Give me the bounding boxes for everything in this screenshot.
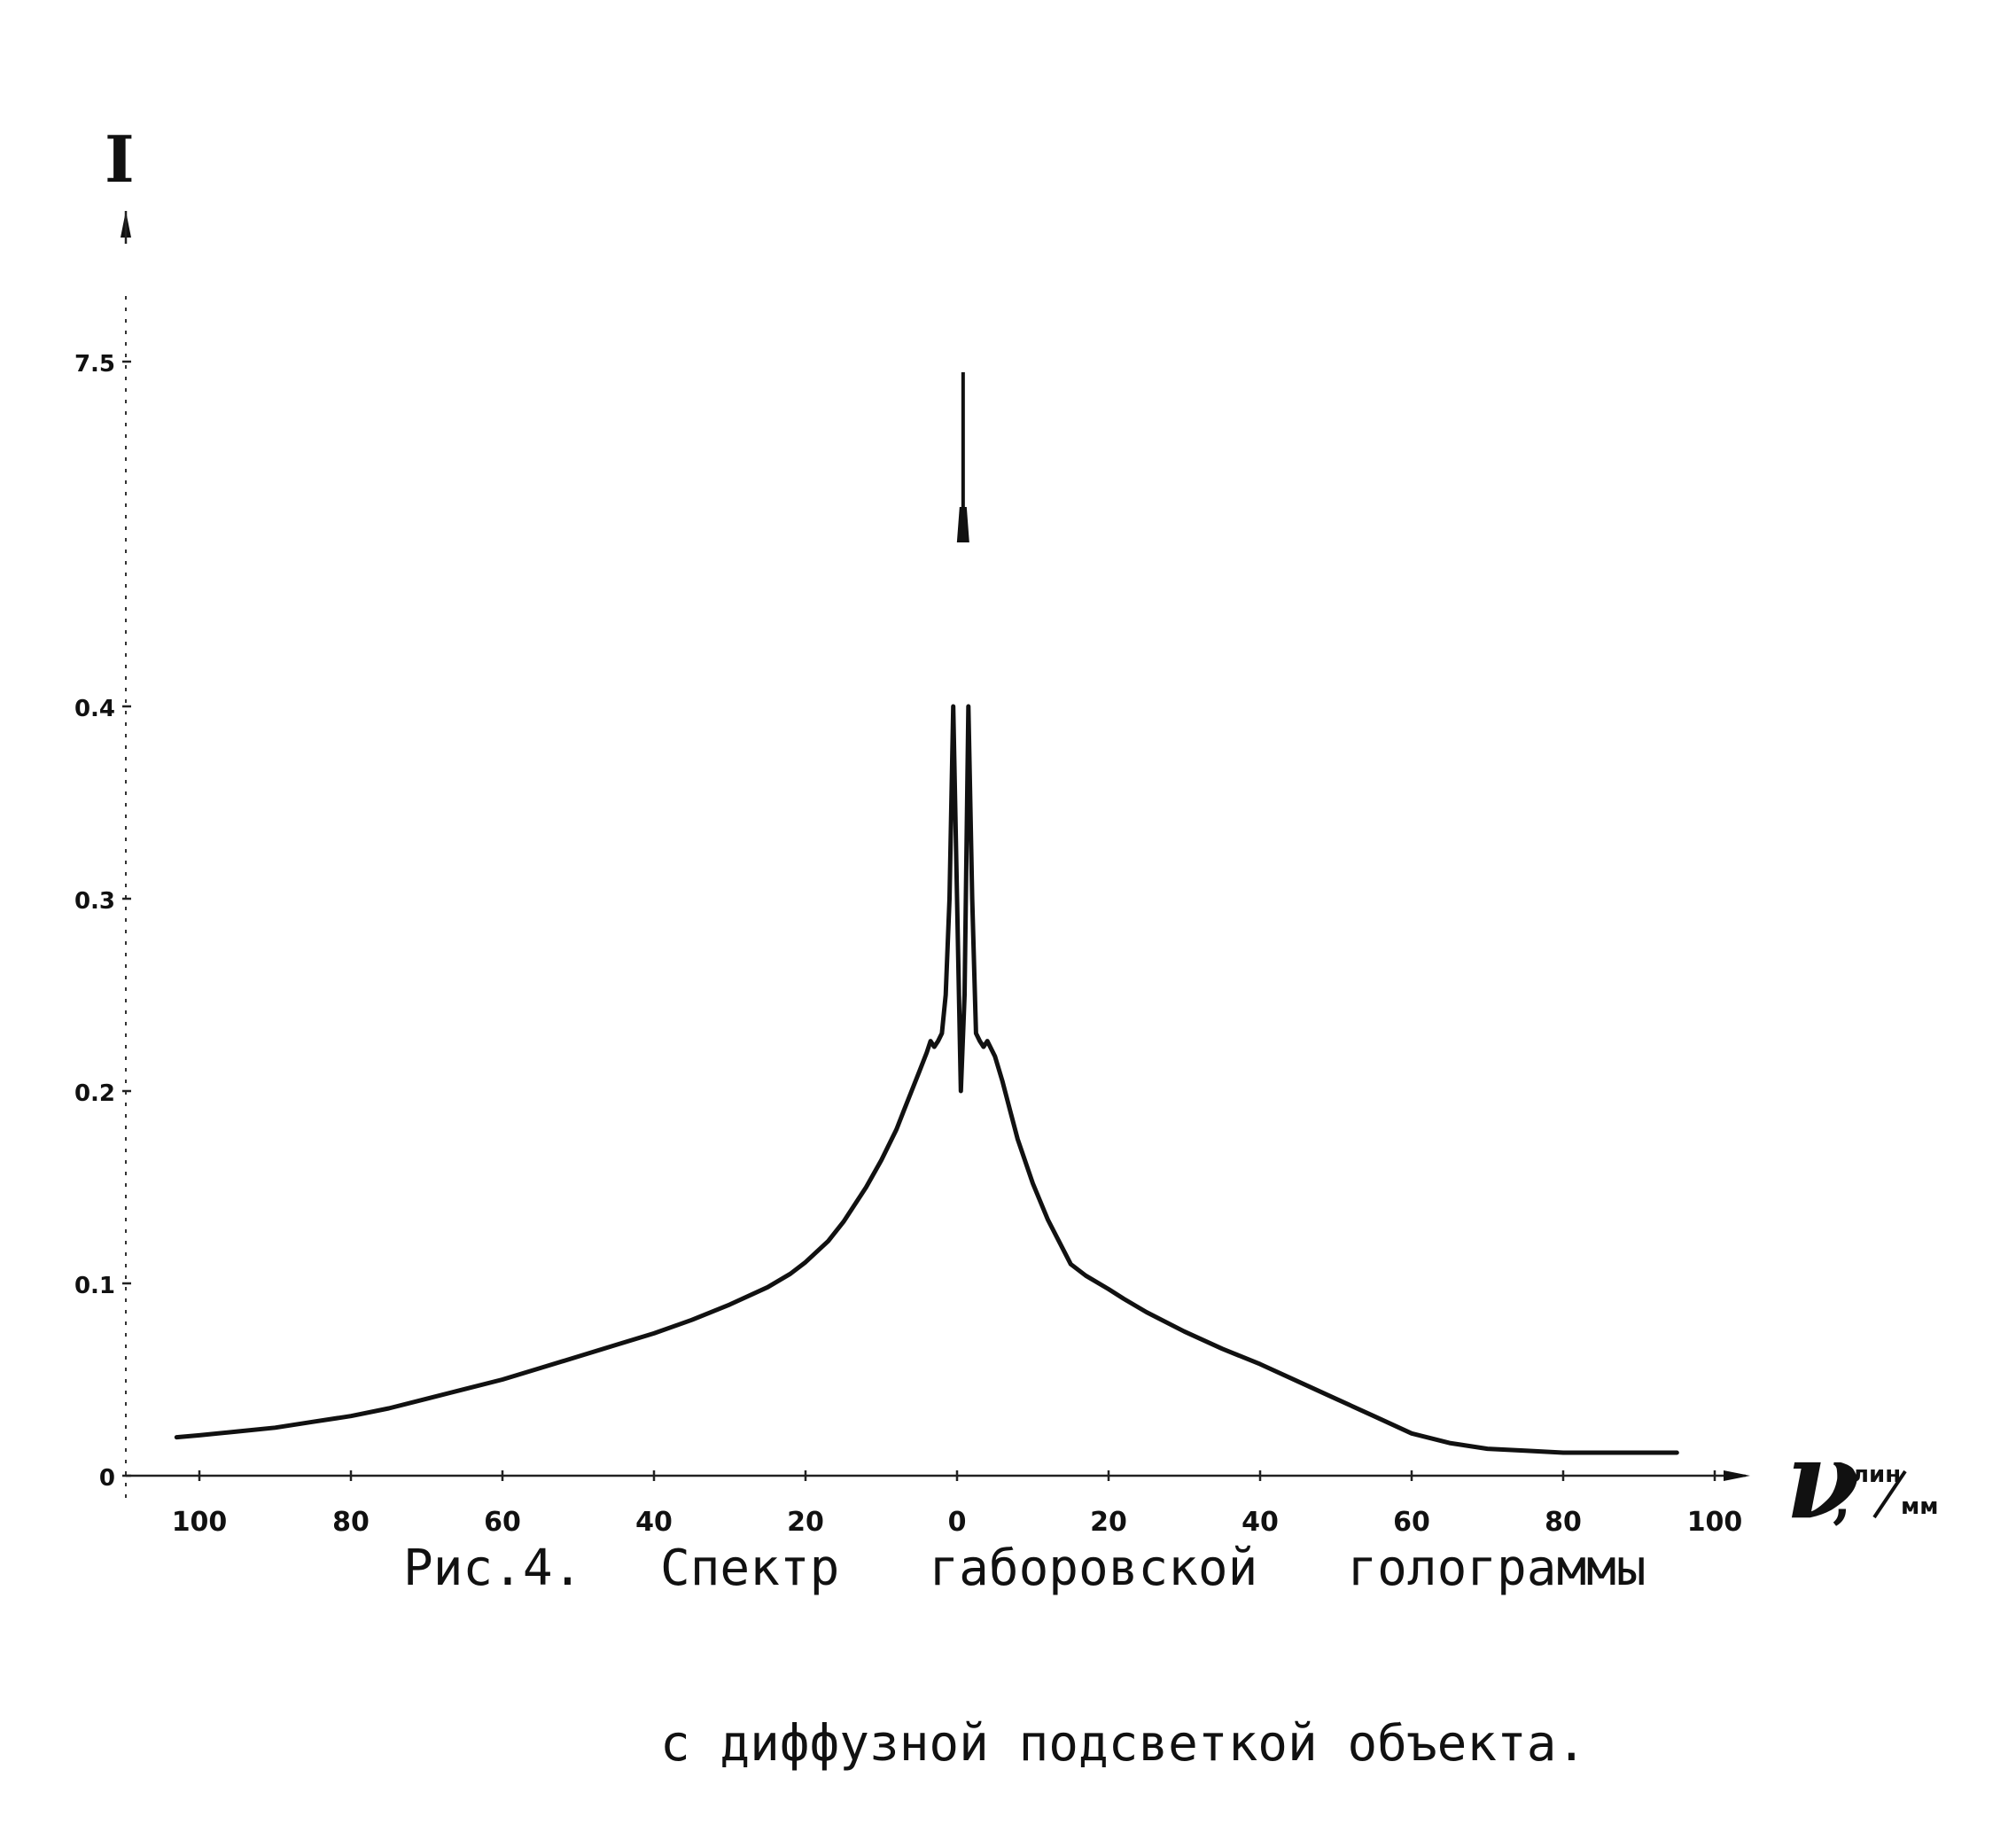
spectrum-curve <box>174 704 1679 1455</box>
x-tick-label: 60 <box>484 1507 521 1538</box>
x-axis-unit-denominator: мм <box>1901 1493 1939 1520</box>
x-axis-symbol: ν <box>1786 1418 1859 1543</box>
figure-caption: Рис.4. Спектр габоровской голограммы с ди… <box>403 1423 1732 1832</box>
x-tick-label: 100 <box>172 1507 228 1538</box>
y-tick-label: 0 <box>99 1465 115 1492</box>
y-tick-label: 7.5 <box>74 351 115 378</box>
x-tick-label: 80 <box>1545 1507 1582 1538</box>
x-tick-label: 20 <box>787 1507 824 1538</box>
x-axis-unit-numerator: лин <box>1852 1462 1901 1488</box>
y-tick-label: 0.4 <box>74 696 115 722</box>
central-peak-base <box>956 507 969 542</box>
x-axis-arrow <box>1724 1470 1750 1481</box>
y-axis-title: I <box>105 121 135 197</box>
x-tick-label: 40 <box>635 1507 673 1538</box>
y-axis: 0 0.1 0.2 0.3 0.4 7.5 <box>74 211 131 1498</box>
x-axis-unit-slash <box>1872 1469 1907 1519</box>
x-tick-label: 0 <box>948 1507 967 1538</box>
x-tick-label: 40 <box>1242 1507 1279 1538</box>
y-tick-label: 0.3 <box>74 888 115 915</box>
x-tick-label: 80 <box>332 1507 370 1538</box>
y-tick-label: 0.1 <box>74 1273 115 1299</box>
axis-labels: I ν , лин мм <box>105 121 1939 1543</box>
x-tick-label: 100 <box>1687 1507 1743 1538</box>
series <box>174 372 1679 1455</box>
y-tick-label: 0.2 <box>74 1080 115 1107</box>
x-tick-label: 60 <box>1393 1507 1430 1538</box>
caption-figure-number: Рис.4. <box>403 1540 583 1597</box>
x-axis-comma: , <box>1833 1469 1851 1531</box>
x-axis: 100 80 60 40 20 0 20 40 60 80 100 <box>126 1470 1750 1538</box>
x-tick-label: 20 <box>1090 1507 1127 1538</box>
caption-line-1: Спектр габоровской голограммы <box>660 1540 1646 1597</box>
caption-line-2: с диффузной подсветкой объекта. <box>660 1715 1587 1773</box>
